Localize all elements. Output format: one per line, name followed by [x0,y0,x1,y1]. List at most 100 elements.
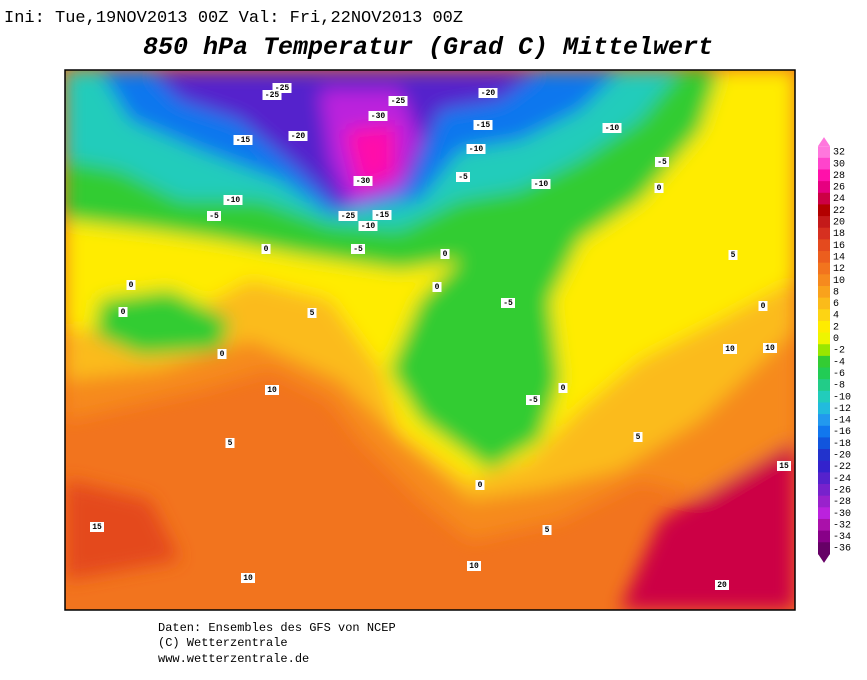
colorbar-label: 26 [833,183,845,194]
contour-label: 5 [310,309,315,318]
contour-label-box [456,172,470,182]
colorbar-swatch [818,449,830,462]
colorbar-swatch [818,169,830,182]
contour-label-box [715,580,729,590]
colorbar-label: 32 [833,148,845,159]
colorbar-label: 12 [833,264,845,275]
colorbar-label: 22 [833,206,845,217]
colorbar-label: -6 [833,369,845,380]
contour-label-box [272,83,292,93]
temperature-field [65,70,795,610]
contour-label: 5 [228,439,233,448]
contour-label-box [233,135,253,145]
colorbar-swatch [818,355,830,369]
colorbar-cap [818,137,830,147]
colorbar-label: 24 [833,194,845,205]
colorbar-swatch [818,367,830,380]
contour-label: 10 [469,562,479,571]
colorbar-swatch [818,332,830,345]
contour-label-box [466,144,486,154]
colorbar-swatch [818,320,830,334]
colorbar-label: -2 [833,346,845,357]
colorbar-swatch [818,495,830,508]
map-frame [64,69,796,611]
contour-label-box [261,244,271,254]
contour-label-box [217,349,227,359]
footer-line: www.wetterzentrale.de [158,652,309,666]
colorbar-swatch [818,157,830,170]
colorbar-swatch [818,297,830,310]
colorbar-label: -32 [833,520,851,531]
colorbar-cap [818,553,830,563]
colorbar-label: -22 [833,462,851,473]
contour-label-box [388,96,408,106]
contour-label: -20 [481,89,496,98]
contour-label: 0 [443,250,448,259]
colorbar-swatch [818,192,830,205]
contour-label: -5 [209,212,219,221]
contour-label: -10 [361,222,376,231]
colorbar-label: -28 [833,497,851,508]
contour-label-box [473,120,493,130]
contour-label: 0 [264,245,269,254]
colorbar-label: -10 [833,392,851,403]
colorbar-label: 10 [833,276,845,287]
contour-label-box [338,211,358,221]
colorbar-swatch [818,460,830,473]
colorbar-label: -36 [833,544,851,555]
colorbar-swatch [818,530,830,543]
contour-label: 0 [129,281,134,290]
contour-label: -10 [226,196,241,205]
contour-label: -15 [236,136,251,145]
contour-label-box [288,131,308,141]
colorbar-swatch [818,414,830,427]
contour-label: 0 [121,308,126,317]
footer-line: (C) Wetterzentrale [158,636,288,650]
contour-label-box [126,280,136,290]
contour-label-box [478,88,498,98]
contour-label-box [467,561,481,571]
contour-label: 10 [765,344,775,353]
contour-label-box [558,383,568,393]
colorbar-label: 14 [833,252,845,263]
colorbar-swatch [818,285,830,299]
colorbar-swatch [818,274,830,287]
contour-label-box [633,432,643,442]
contour-label: 10 [725,345,735,354]
contour-label-box [265,385,279,395]
contour-label-box [307,308,317,318]
contour-label-box [763,343,777,353]
colorbar-swatch [818,239,830,252]
contour-label-box [372,210,392,220]
colorbar-label: -34 [833,532,851,543]
contour-label-box [262,90,282,100]
contour-label: 5 [636,433,641,442]
contour-label-box [654,183,664,193]
contour-label: -15 [375,211,390,220]
colorbar-swatch [818,484,830,497]
contour-label-box [368,111,388,121]
contour-label: -5 [353,245,363,254]
colorbar-label: 28 [833,171,845,182]
colorbar-label: -30 [833,509,851,520]
run-info: Ini: Tue,19NOV2013 00Z Val: Fri,22NOV201… [4,9,463,28]
colorbar-label: 4 [833,311,839,322]
contour-label: -15 [476,121,491,130]
colorbar-label: 16 [833,241,845,252]
contour-label: 15 [92,523,102,532]
contour-label: -25 [391,97,406,106]
colorbar-label: -8 [833,381,845,392]
contour-label: -5 [458,173,468,182]
colorbar-swatch [818,390,830,403]
contour-label-box [351,244,365,254]
contour-label: 0 [478,481,483,490]
colorbar-label: -18 [833,439,851,450]
contour-label: 20 [717,581,727,590]
contour-label-box [475,480,485,490]
contour-label: -25 [341,212,356,221]
contour-label: 10 [267,386,277,395]
colorbar-label: 18 [833,229,845,240]
contour-label-box [225,438,235,448]
colorbar-swatch [818,309,830,322]
